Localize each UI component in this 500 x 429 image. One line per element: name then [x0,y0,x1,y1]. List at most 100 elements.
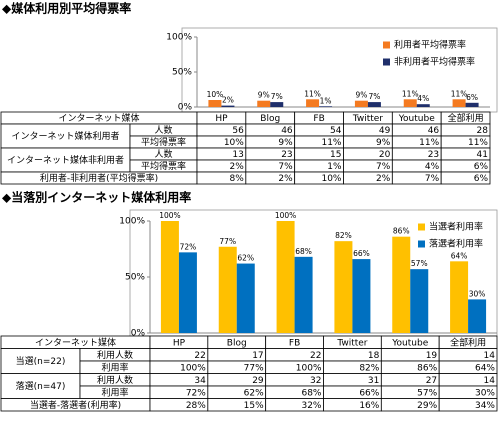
table-cell-text: 77% [244,363,264,373]
table-cell-text: 8% [230,174,245,184]
bar [352,259,371,333]
table-cell-text: 22 [194,351,205,361]
table-cell-text: 9% [376,138,391,148]
y-tick-label: 50% [172,68,192,78]
row-label: 人数 [154,148,172,160]
bar [452,99,466,107]
value-label: 72% [180,242,197,251]
table-cell-text: 34 [194,376,206,386]
table-cell-text: 2% [278,174,293,184]
bar [450,261,469,333]
table-header: FB [313,114,324,124]
bar [392,236,411,333]
table-cell-text: 57% [417,388,437,398]
value-label: 6% [466,93,478,102]
y-tick-label: 0% [131,329,146,339]
value-label: 82% [335,231,352,240]
table-cell [0,348,81,374]
table-header: FB [289,338,300,348]
table-cell-text: 30% [475,388,495,398]
value-label: 1% [320,96,332,105]
legend-label: 非利用者平均得票率 [394,56,475,68]
value-label: 2% [222,96,234,105]
table-cell-text: 6% [474,162,489,172]
value-label: 77% [219,237,236,246]
table-cell-text: 68% [301,388,321,398]
legend-swatch [383,58,390,66]
table-cell-text: 2% [230,162,245,172]
bar [403,99,417,107]
table-cell-text: 46 [428,126,440,136]
table-cell-text: 1% [327,162,342,172]
table-cell-text: 23 [428,150,439,160]
row-label: 平均得票率 [141,136,186,148]
table-header: HP [173,338,186,348]
bar [468,299,487,333]
table-cell-text: 82% [359,363,379,373]
legend-swatch [418,240,425,248]
table-cell [0,123,131,149]
table-header: Twitter [352,114,383,124]
value-label: 10% [207,90,224,99]
table-header: Blog [227,338,247,348]
legend-swatch [418,223,425,231]
value-label: 11% [451,89,468,98]
value-label: 100% [275,211,296,220]
table-cell-text: 10% [321,174,341,184]
table-cell-text: 7% [425,174,440,184]
value-label: 7% [271,92,283,101]
table-cell-text: 64% [475,363,495,373]
bar [270,102,284,107]
value-label: 30% [469,289,486,298]
bar [367,102,381,107]
bar [319,106,333,107]
bar [221,105,235,107]
bar [294,256,313,333]
row-label: 利用率 [101,386,128,398]
table-cell-text: 11% [419,138,439,148]
table-cell [0,147,131,173]
table-cell [440,171,491,185]
row-label: 利用人数 [97,349,133,361]
row-group: 当選(n=22) [16,355,66,367]
y-tick-label: 0% [178,103,193,113]
table-cell-text: 11% [321,138,341,148]
table-cell-text: 19 [426,351,438,361]
legend-label: 当選者利用率 [429,221,483,233]
y-tick-label: 50% [125,273,145,283]
table-cell-text: 23 [281,150,292,160]
table-header: Youtube [398,114,435,124]
value-label: 4% [417,94,429,103]
row-group: インターネット媒体利用者 [11,130,119,142]
y-tick-label: 100% [119,217,145,227]
bar [160,221,179,333]
value-label: 7% [368,92,380,101]
row-group: インターネット媒体非利用者 [7,154,124,166]
table-cell-text: 13 [232,150,243,160]
table-cell-text: 17 [252,351,263,361]
table-cell-text: 100% [180,363,206,373]
value-label: 64% [451,251,468,260]
value-label: 62% [237,254,254,263]
bar [218,246,237,333]
table-cell-text: 14 [484,351,496,361]
table-cell-text: 16% [359,401,379,411]
bar [416,104,430,107]
chart-frame [181,27,498,113]
table-header: HP [215,114,228,124]
table-header: Blog [260,114,280,124]
table-cell-text: 41 [477,150,488,160]
value-label: 9% [258,91,270,100]
table-header: Twitter [336,338,367,348]
row-group: 落選(n=47) [16,380,66,392]
value-label: 11% [402,89,419,98]
table-cell-text: 11% [468,138,488,148]
value-label: 86% [393,227,410,236]
bar [276,221,295,333]
row-label: 利用率 [101,361,128,373]
table-cell-text: 56 [232,126,244,136]
table-cell-text: 28% [186,401,206,411]
table-cell-text: 22 [310,351,321,361]
table-cell-text: 86% [417,363,437,373]
table-cell-text: 66% [359,388,379,398]
